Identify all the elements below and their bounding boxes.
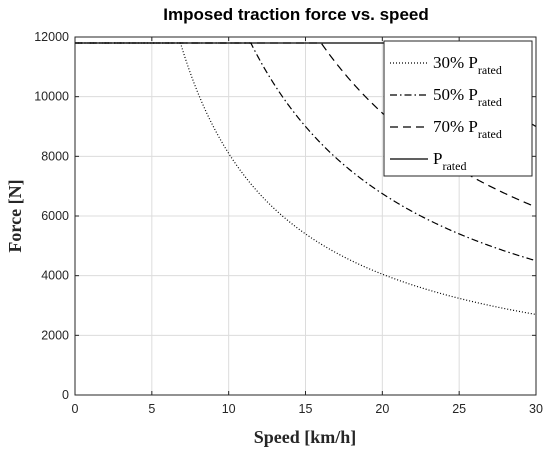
legend-label-0: 30% Prated [433,53,502,77]
y-tick-label: 6000 [41,209,69,223]
y-tick-label: 0 [62,388,69,402]
y-axis-label: Force [N] [5,179,25,252]
legend-label-subscript: rated [442,159,466,173]
legend-label-1: 50% Prated [433,85,502,109]
y-tick-label: 10000 [34,90,69,104]
y-tick-label: 4000 [41,269,69,283]
y-tick-label: 12000 [34,30,69,44]
y-tick-label: 8000 [41,149,69,163]
legend-label-text: P [433,149,442,168]
legend-label-3: Prated [433,149,466,173]
x-tick-label: 15 [299,402,313,416]
legend-label-subscript: rated [478,95,502,109]
legend-label-2: 70% Prated [433,117,502,141]
x-axis-label: Speed [km/h] [254,427,357,447]
x-tick-label: 5 [148,402,155,416]
legend-label-text: 50% P [433,85,478,104]
legend-label-text: 30% P [433,53,478,72]
y-tick-label: 2000 [41,328,69,342]
x-tick-label: 0 [72,402,79,416]
legend-label-subscript: rated [478,63,502,77]
axis-ticks: 0 5 10 15 20 25 30 0 2000 4000 6000 8000 10000 12000 [34,30,543,416]
x-tick-label: 20 [375,402,389,416]
x-tick-label: 10 [222,402,236,416]
x-tick-label: 30 [529,402,543,416]
chart-title: Imposed traction force vs. speed [163,5,428,24]
legend-label-subscript: rated [478,127,502,141]
legend-label-text: 70% P [433,117,478,136]
x-tick-label: 25 [452,402,466,416]
